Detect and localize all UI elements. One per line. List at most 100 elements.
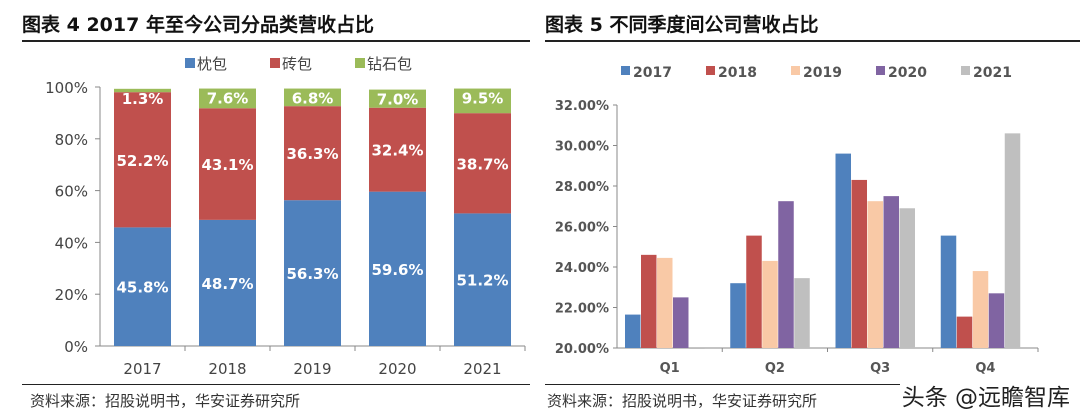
bar-2021-Q4 bbox=[1004, 133, 1021, 348]
x-tick-label: Q2 bbox=[765, 361, 785, 376]
y-tick-label: 40% bbox=[55, 234, 88, 252]
y-tick-label: 0% bbox=[64, 338, 88, 356]
chart4-title: 图表 4 2017 年至今公司分品类营收占比 bbox=[22, 14, 374, 36]
data-label: 45.8% bbox=[116, 279, 168, 297]
x-tick-label: 2020 bbox=[378, 360, 416, 378]
x-tick-label: 2019 bbox=[293, 360, 331, 378]
bar-枕包-2019 bbox=[284, 200, 341, 346]
bar-枕包-2018 bbox=[199, 219, 256, 346]
chart4-stacked-bar: 0% 20% 40% 60% 80% 100% 2017 45.8% 52.2% 1.3% 2018… bbox=[45, 55, 526, 378]
watermark: 头条 @远瞻智库 bbox=[899, 378, 1072, 412]
legend-label: 钻石包 bbox=[367, 55, 412, 73]
y-tick-label: 30.00% bbox=[555, 140, 609, 155]
data-label: 52.2% bbox=[116, 152, 168, 170]
legend-label: 2018 bbox=[718, 65, 757, 81]
bar-枕包-2017 bbox=[114, 227, 171, 346]
legend-swatch-枕包 bbox=[185, 58, 195, 68]
x-tick-label: 2018 bbox=[208, 360, 246, 378]
data-label: 38.7% bbox=[456, 155, 508, 173]
bar-2020-Q4 bbox=[988, 293, 1005, 348]
chart5-title: 图表 5 不同季度间公司营收占比 bbox=[545, 14, 819, 36]
legend-label: 2019 bbox=[803, 65, 842, 81]
data-label: 6.8% bbox=[292, 90, 334, 108]
bar-砖包-2021 bbox=[454, 113, 511, 214]
bar-钻石包-2018 bbox=[199, 88, 256, 109]
y-tick-label: 100% bbox=[45, 79, 88, 97]
chart5-grouped-bar: 20.00% 22.00% 24.00% 26.00% 28.00% 30.00% 32.0… bbox=[555, 65, 1039, 376]
bar-2018-Q3 bbox=[851, 179, 867, 348]
bar-2020-Q2 bbox=[778, 201, 794, 348]
legend-swatch-2020 bbox=[876, 66, 885, 75]
y-tick-label: 60% bbox=[55, 183, 88, 201]
title-rule bbox=[22, 40, 530, 42]
data-label: 48.7% bbox=[201, 275, 253, 293]
legend-label: 枕包 bbox=[197, 55, 227, 73]
left-panel: 图表 4 2017 年至今公司分品类营收占比 0% 20% 40% 60% 80% 100… bbox=[0, 0, 530, 418]
legend-swatch-2017 bbox=[621, 66, 630, 75]
bar-2017-Q3 bbox=[835, 153, 851, 348]
x-tick-label: 2017 bbox=[123, 360, 161, 378]
y-tick-label: 26.00% bbox=[555, 221, 609, 236]
data-label: 56.3% bbox=[286, 265, 338, 283]
data-label: 9.5% bbox=[462, 90, 504, 108]
data-label: 43.1% bbox=[201, 156, 253, 174]
bar-2017-Q4 bbox=[940, 235, 957, 348]
bar-砖包-2019 bbox=[284, 106, 341, 201]
bar-枕包-2021 bbox=[454, 213, 511, 346]
bar-钻石包-2019 bbox=[284, 88, 341, 107]
title-rule bbox=[545, 40, 1080, 42]
bar-2018-Q1 bbox=[641, 254, 657, 348]
legend-label: 砖包 bbox=[282, 55, 312, 73]
legend-swatch-2021 bbox=[961, 66, 970, 75]
data-label: 36.3% bbox=[286, 145, 338, 163]
legend-swatch-钻石包 bbox=[355, 58, 365, 68]
legend-label: 2017 bbox=[633, 65, 672, 81]
data-label: 59.6% bbox=[371, 261, 423, 279]
bar-钻石包-2017 bbox=[114, 88, 171, 93]
bar-2017-Q1 bbox=[625, 314, 641, 348]
right-panel: 图表 5 不同季度间公司营收占比 20.00% 22.00% 24.00% 26.00… bbox=[545, 0, 1080, 418]
footer-rule bbox=[545, 384, 1065, 385]
legend-swatch-砖包 bbox=[270, 58, 280, 68]
bar-2019-Q1 bbox=[657, 257, 673, 348]
x-tick-label: Q1 bbox=[660, 361, 680, 376]
x-tick-label: 2021 bbox=[463, 360, 501, 378]
x-tick-label: Q4 bbox=[975, 361, 995, 376]
bar-2021-Q2 bbox=[794, 278, 810, 348]
bar-2018-Q2 bbox=[746, 235, 762, 348]
y-tick-label: 20.00% bbox=[555, 342, 609, 357]
bar-钻石包-2021 bbox=[454, 88, 511, 114]
footer-rule bbox=[22, 384, 530, 385]
bar-枕包-2020 bbox=[369, 191, 426, 346]
data-label: 51.2% bbox=[456, 272, 508, 290]
y-tick-label: 22.00% bbox=[555, 302, 609, 317]
x-tick-label: Q3 bbox=[870, 361, 890, 376]
data-label: 7.0% bbox=[377, 91, 419, 109]
legend-label: 2020 bbox=[888, 65, 927, 81]
bar-2020-Q1 bbox=[673, 297, 689, 348]
bar-2020-Q3 bbox=[883, 196, 899, 348]
bar-2019-Q3 bbox=[867, 201, 883, 348]
bar-2017-Q2 bbox=[730, 283, 746, 348]
legend-swatch-2019 bbox=[791, 66, 800, 75]
bar-砖包-2017 bbox=[114, 92, 171, 228]
y-tick-label: 24.00% bbox=[555, 261, 609, 276]
data-label: 32.4% bbox=[371, 142, 423, 160]
data-label: 7.6% bbox=[207, 90, 249, 108]
bar-2019-Q4 bbox=[972, 271, 989, 348]
source-note: 资料来源：招股说明书，华安证券研究所 bbox=[30, 392, 301, 410]
bar-2021-Q3 bbox=[899, 208, 915, 348]
y-tick-label: 80% bbox=[55, 131, 88, 149]
bar-2021-Q1 bbox=[689, 348, 705, 349]
legend-swatch-2018 bbox=[706, 66, 715, 75]
bar-砖包-2020 bbox=[369, 107, 426, 192]
y-tick-label: 28.00% bbox=[555, 180, 609, 195]
legend-label: 2021 bbox=[973, 65, 1012, 81]
bar-2018-Q4 bbox=[956, 316, 973, 348]
bar-2019-Q2 bbox=[762, 260, 778, 348]
source-note: 资料来源：招股说明书，华安证券研究所 bbox=[547, 392, 818, 410]
y-tick-label: 32.00% bbox=[555, 99, 609, 114]
data-label: 1.3% bbox=[122, 90, 164, 108]
bar-钻石包-2020 bbox=[369, 89, 426, 108]
y-tick-label: 20% bbox=[55, 286, 88, 304]
